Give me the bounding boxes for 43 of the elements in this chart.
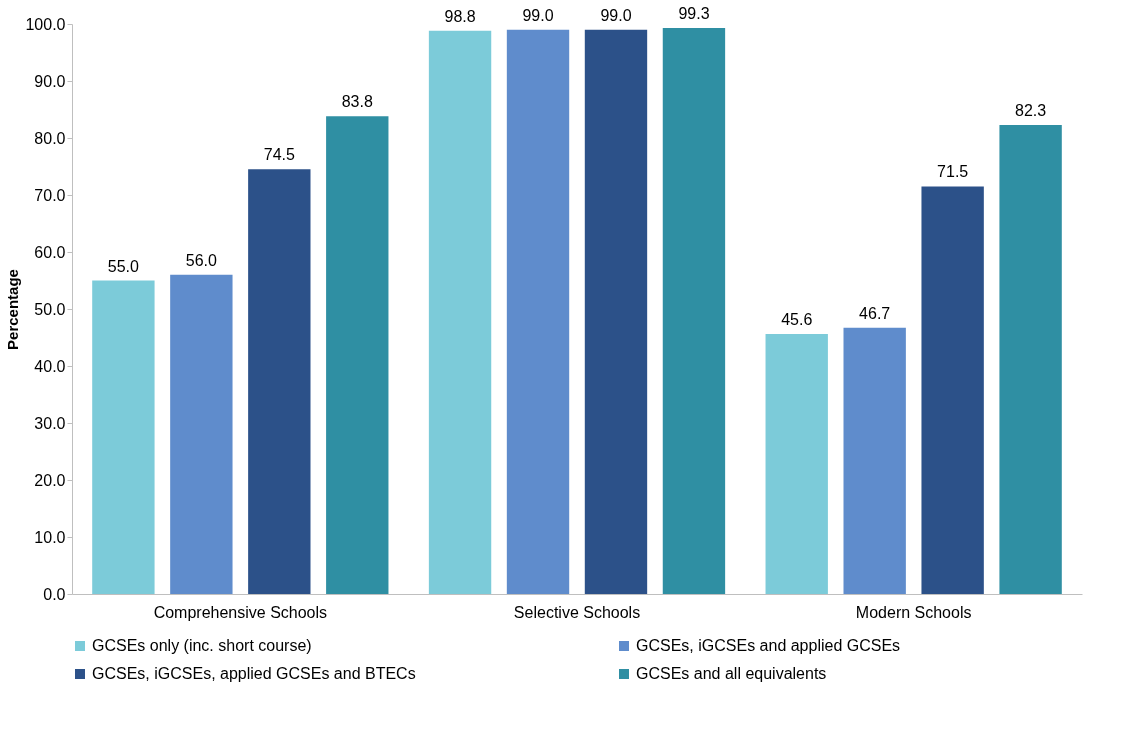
- bar: [92, 280, 155, 594]
- legend-label: GCSEs only (inc. short course): [92, 637, 312, 654]
- legend-label: GCSEs and all equivalents: [636, 665, 827, 682]
- y-tick-label: 50.0: [34, 300, 66, 318]
- y-tick-label: 60.0: [34, 243, 66, 261]
- data-label: 56.0: [185, 251, 218, 269]
- bar: [506, 29, 570, 594]
- bar: [999, 124, 1062, 594]
- data-label: 98.8: [444, 7, 476, 25]
- legend-label: GCSEs, iGCSEs and applied GCSEs: [636, 637, 901, 654]
- bar: [326, 116, 389, 594]
- data-label: 74.5: [263, 146, 295, 164]
- bar: [843, 327, 906, 594]
- bar: [921, 186, 984, 594]
- y-tick-label: 30.0: [34, 414, 66, 432]
- y-tick-label: 40.0: [34, 357, 66, 375]
- bar: [662, 27, 726, 594]
- y-tick-label: 0.0: [43, 585, 66, 603]
- data-label: 55.0: [107, 257, 140, 275]
- bar: [248, 169, 311, 594]
- data-label: 45.6: [781, 311, 813, 329]
- x-tick-label: Selective Schools: [513, 603, 641, 621]
- data-label: 83.8: [341, 93, 373, 111]
- data-label: 99.0: [600, 6, 632, 24]
- bar: [765, 334, 828, 594]
- data-label: 46.7: [859, 304, 891, 322]
- data-label: 82.3: [1015, 101, 1047, 119]
- y-tick-label: 90.0: [34, 72, 66, 90]
- legend-label: GCSEs, iGCSEs, applied GCSEs and BTECs: [92, 665, 416, 682]
- y-tick-label: 100.0: [25, 15, 66, 33]
- y-tick-label: 80.0: [34, 129, 66, 147]
- data-label: 71.5: [937, 163, 969, 181]
- y-tick-label: 20.0: [34, 471, 66, 489]
- bar: [428, 30, 492, 594]
- y-axis-title: Percentage: [4, 269, 22, 350]
- x-tick-label: Modern Schools: [855, 603, 972, 621]
- bar: [170, 274, 233, 594]
- y-tick-label: 10.0: [34, 528, 66, 546]
- bar: [584, 29, 648, 594]
- data-label: 99.3: [678, 4, 710, 22]
- data-label: 99.0: [522, 6, 554, 24]
- y-tick-label: 70.0: [34, 186, 66, 204]
- x-tick-label: Comprehensive Schools: [153, 603, 328, 621]
